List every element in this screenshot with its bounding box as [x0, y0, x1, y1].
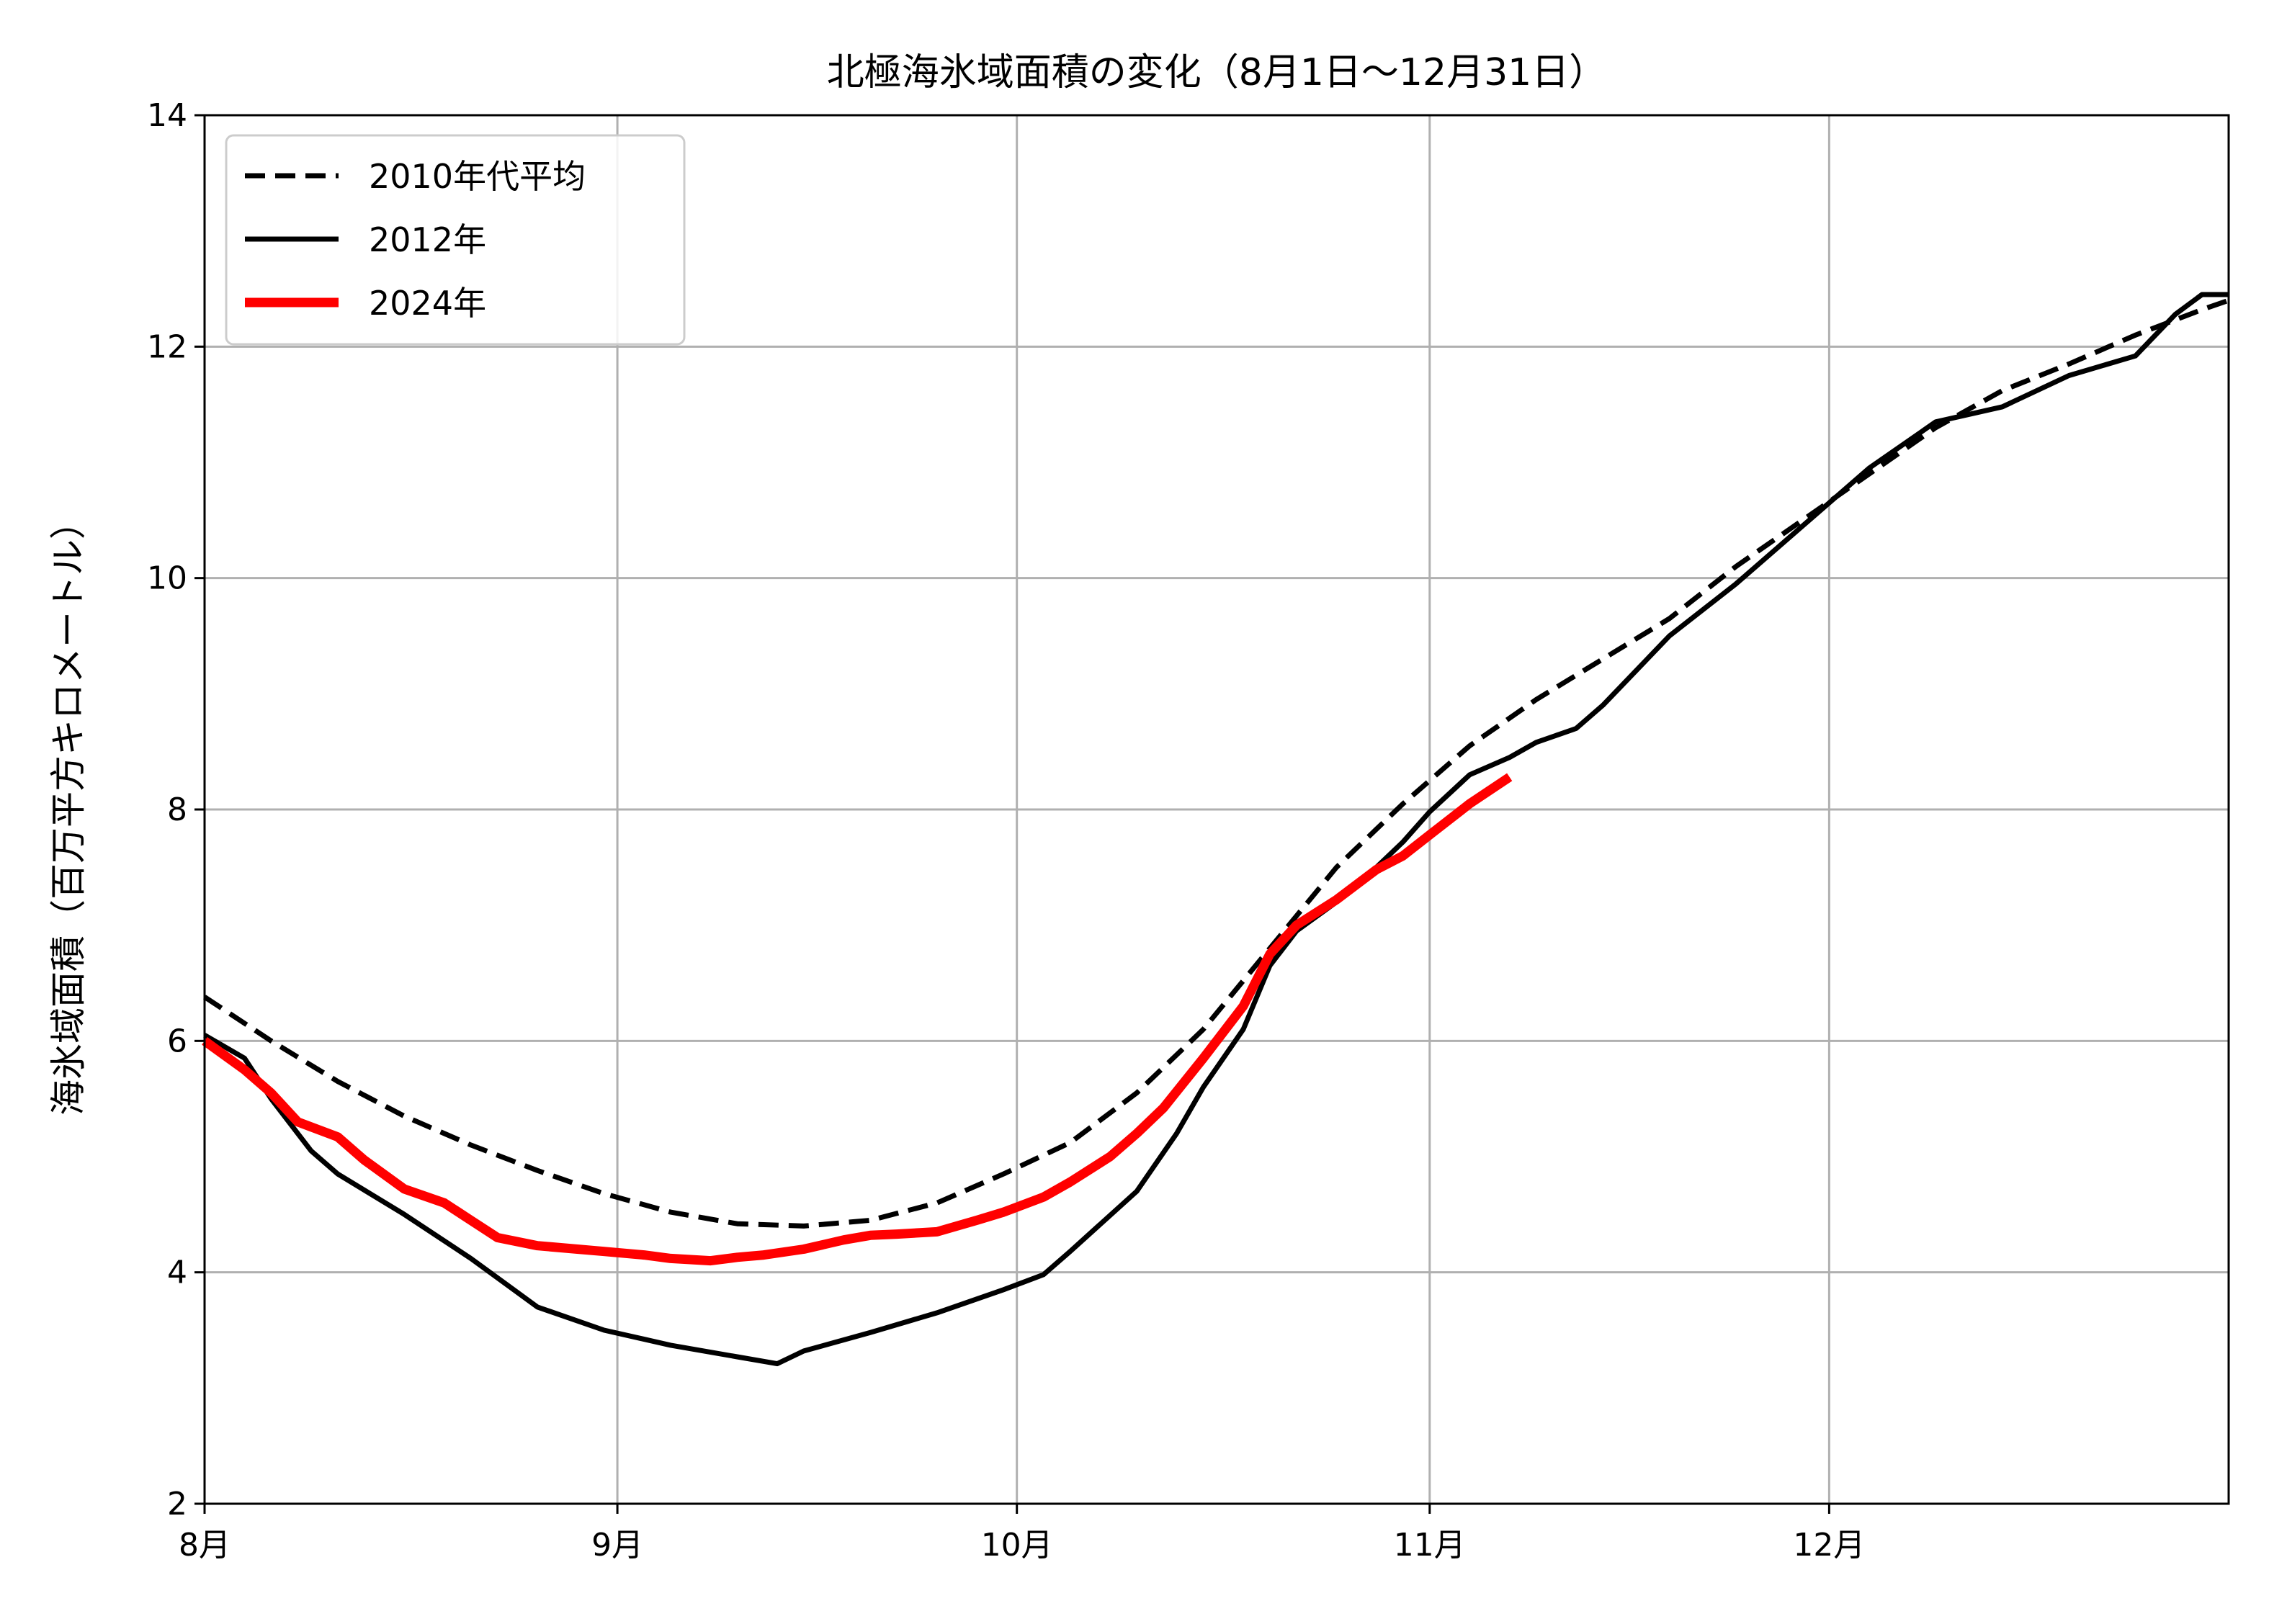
series-layer: [202, 292, 2230, 1367]
series-line-1: [203, 297, 2230, 1229]
legend-label: 2024年: [369, 284, 486, 323]
y-tick-label: 4: [167, 1255, 187, 1291]
y-tick-label: 6: [167, 1023, 187, 1059]
series-line-2: [203, 292, 2229, 1367]
y-tick-label: 12: [147, 328, 187, 365]
y-tick-label: 10: [147, 560, 187, 597]
grid: [203, 114, 2229, 1505]
x-tick-label: 8月: [179, 1527, 231, 1564]
ticks: 8月 9月 10月 11月 12月 2 4 6 8 10 12 14: [147, 97, 1865, 1564]
x-tick-label: 9月: [591, 1527, 643, 1564]
legend-label: 2012年: [369, 220, 486, 259]
legend-label: 2010年代平均: [369, 157, 586, 196]
series-line-3: [202, 773, 1513, 1266]
legend-box: [225, 134, 686, 346]
y-tick-label: 8: [167, 791, 187, 828]
legend: 2010年代平均 2012年 2024年: [225, 134, 686, 346]
y-tick-label: 2: [167, 1486, 187, 1522]
x-tick-label: 10月: [981, 1527, 1053, 1564]
y-axis-label: 海氷域面積（百万平方キロメートル）: [48, 503, 89, 1116]
x-tick-label: 11月: [1394, 1527, 1466, 1564]
y-tick-label: 14: [147, 97, 187, 134]
x-tick-label: 12月: [1793, 1527, 1865, 1564]
chart-title: 北極海氷域面積の変化（8月1日～12月31日）: [827, 51, 1607, 94]
